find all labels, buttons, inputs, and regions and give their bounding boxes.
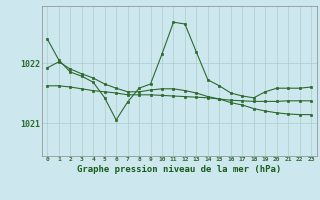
X-axis label: Graphe pression niveau de la mer (hPa): Graphe pression niveau de la mer (hPa) (77, 165, 281, 174)
